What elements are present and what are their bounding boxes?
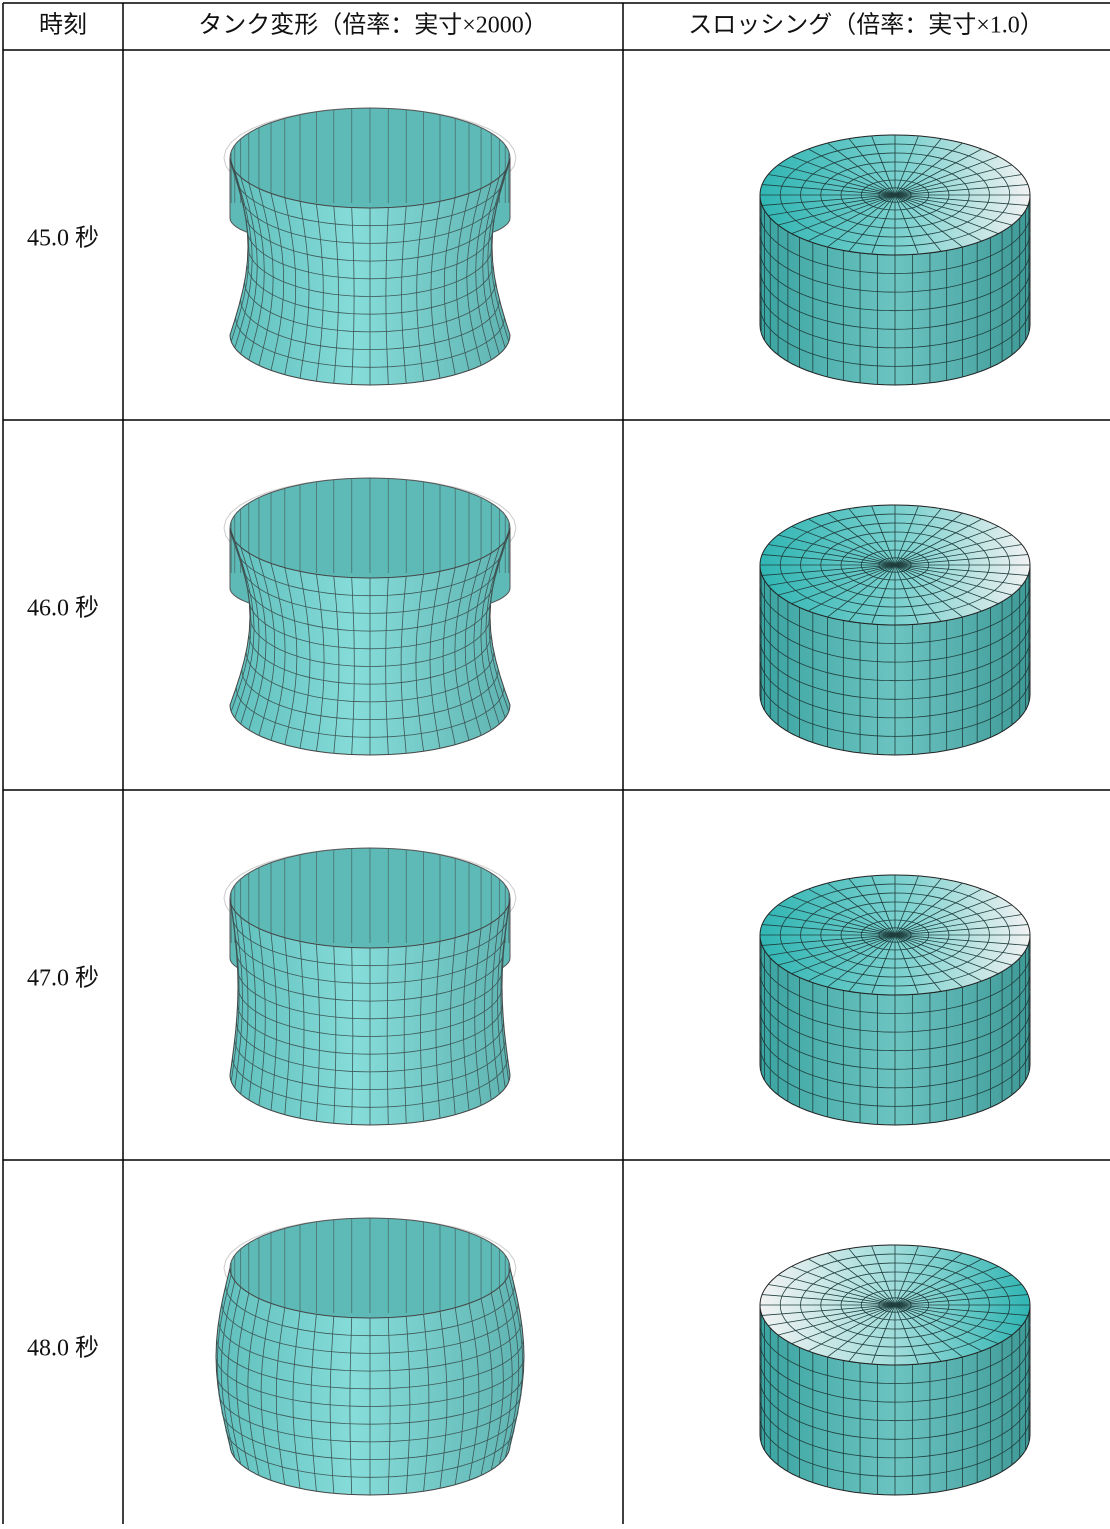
tank-deformation-image: [224, 848, 516, 1125]
sloshing-image: [760, 875, 1030, 1125]
results-table: 時刻 タンク変形（倍率：実寸×2000） スロッシング（倍率：実寸×1.0） 4…: [0, 0, 1110, 1524]
time-label: 47.0 秒: [27, 965, 99, 992]
sloshing-image: [760, 1245, 1030, 1495]
sloshing-image: [760, 135, 1030, 385]
header-sloshing: スロッシング（倍率：実寸×1.0）: [688, 12, 1044, 39]
time-label: 48.0 秒: [27, 1335, 99, 1362]
time-label: 46.0 秒: [27, 595, 99, 622]
sloshing-image: [760, 505, 1030, 755]
header-time: 時刻: [39, 12, 87, 39]
tank-deformation-image: [224, 478, 516, 755]
tank-deformation-image: [216, 1218, 524, 1495]
time-label: 45.0 秒: [27, 225, 99, 252]
header-tank: タンク変形（倍率：実寸×2000）: [198, 12, 548, 39]
tank-deformation-image: [224, 108, 516, 385]
page: 時刻 タンク変形（倍率：実寸×2000） スロッシング（倍率：実寸×1.0） 4…: [0, 0, 1110, 1524]
